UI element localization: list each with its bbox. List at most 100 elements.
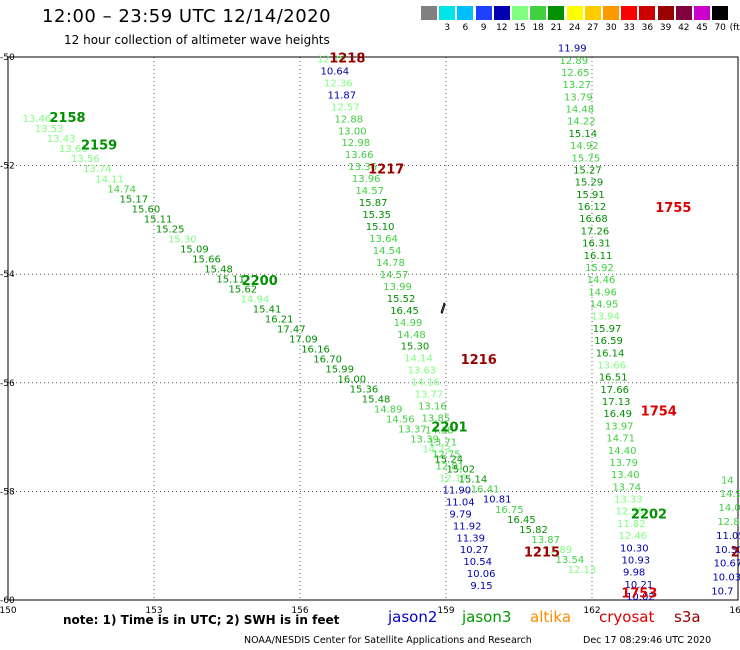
pass-time-label: 2158 — [49, 111, 85, 126]
scale-swatch — [439, 6, 456, 20]
wave-height-value: 15.48 — [362, 395, 391, 406]
credit-line: NOAA/NESDIS Center for Satellite Applica… — [244, 635, 532, 646]
scale-swatch — [421, 6, 437, 20]
wave-height-value: 13.16 — [418, 402, 447, 413]
wave-height-value: 13.27 — [562, 80, 591, 91]
wave-height-value: 14.54 — [373, 246, 402, 257]
wave-height-value: 10.02 — [626, 592, 655, 603]
wave-height-value: 11.04 — [446, 497, 475, 508]
scale-swatch — [566, 6, 583, 20]
wave-height-value: 13.63 — [408, 366, 437, 377]
wave-height-value: 14.38 — [425, 426, 454, 437]
wave-height-value: 10.03 — [712, 573, 740, 584]
wave-height-value: 13.79 — [564, 92, 593, 103]
scale-swatch — [530, 6, 547, 20]
scale-label: 12 — [496, 23, 508, 33]
lat-tick-label: -50 — [0, 53, 15, 63]
scale-swatch — [512, 6, 528, 20]
wave-height-value: 15.87 — [359, 198, 388, 209]
wave-height-value: 12.98 — [341, 138, 370, 149]
wave-height-value: 15.25 — [156, 224, 185, 235]
pass-time-label: 2201 — [431, 421, 467, 436]
wave-height-value: 13.74 — [83, 164, 112, 175]
wave-height-value: 15.14 — [459, 475, 488, 486]
wave-height-value: 16.12 — [578, 202, 607, 213]
wave-height-value: 17.66 — [600, 385, 629, 396]
map-subtitle: 12 hour collection of altimeter wave hei… — [64, 33, 330, 47]
wave-height-value: 12.17 — [439, 473, 468, 484]
wave-height-value: 13.89 — [543, 545, 572, 556]
wave-height-value: 12.57 — [331, 102, 360, 113]
wave-height-value: 15.75 — [572, 153, 601, 164]
pass-time-label: 1754 — [641, 404, 677, 419]
wave-height-value: 10.54 — [463, 557, 492, 568]
wave-height-value: 15.27 — [573, 165, 602, 176]
pass-time-label: 2200 — [242, 274, 278, 289]
scale-label: 30 — [605, 23, 617, 33]
wave-height-value: 15.92 — [585, 263, 614, 274]
scale-swatch — [548, 6, 565, 20]
scale-label: 70 — [714, 23, 726, 33]
wave-height-value: 15.66 — [192, 254, 221, 265]
scale-label: 9 — [480, 23, 487, 33]
scale-label: 21 — [550, 23, 563, 33]
scale-label: 15 — [514, 23, 526, 33]
pass-time-label: 1755 — [655, 201, 691, 216]
wave-height-value: 12.36 — [324, 78, 353, 89]
scale-swatch — [475, 6, 492, 20]
lon-tick-label: 162 — [583, 606, 600, 616]
wave-height-value: 10.81 — [483, 495, 512, 506]
wave-height-value: 16.49 — [603, 409, 632, 420]
wave-height-value: 13.39 — [410, 435, 439, 446]
wave-height-value: 14.46 — [587, 275, 616, 286]
wave-height-value: 14.03 — [719, 503, 740, 514]
scale-swatch — [694, 6, 710, 20]
wave-height-value: 15.99 — [325, 365, 354, 376]
wave-height-value: 11.87 — [327, 90, 356, 101]
wave-height-value: 14.40 — [608, 446, 637, 457]
wave-height-value: 12.55 — [615, 507, 644, 518]
wave-height-value: 16.00 — [338, 375, 367, 386]
scale-label: 42 — [678, 23, 690, 33]
wave-height-value: 10.30 — [715, 545, 740, 556]
wave-height-value: 13.33 — [614, 495, 643, 506]
wave-height-value: 13.53 — [35, 124, 64, 135]
scale-label: 24 — [568, 23, 581, 33]
wave-height-value: 14.99 — [394, 318, 423, 329]
wave-height-value: 15.82 — [519, 525, 548, 536]
wave-height-value: 11.99 — [558, 44, 587, 55]
scale-unit: (ft) — [729, 23, 740, 33]
wave-height-value: 15.30 — [401, 342, 430, 353]
wave-height-value: 12.80 — [717, 517, 740, 528]
wave-height-value: 11.82 — [617, 519, 646, 530]
scale-label: 36 — [641, 23, 654, 33]
wave-height-value: 17.09 — [289, 334, 318, 345]
lat-tick-label: -54 — [0, 270, 15, 280]
pass-time-label: 1217 — [368, 163, 404, 178]
wave-height-value: 15.17 — [120, 194, 149, 205]
wave-height-value: 13.71 — [429, 437, 458, 448]
lon-tick-label: 165 — [729, 606, 740, 616]
wave-height-value: 14.56 — [386, 415, 415, 426]
wave-height-value: 16.68 — [579, 214, 608, 225]
wave-height-value: 10.30 — [620, 543, 649, 554]
scale-swatch — [621, 6, 638, 20]
wave-height-value: 13.77 — [415, 390, 444, 401]
scale-label: 27 — [587, 23, 599, 33]
wave-height-value: 11.92 — [453, 521, 482, 532]
wave-height-value: 13.43 — [47, 134, 76, 145]
wave-height-value: 14.71 — [606, 434, 635, 445]
wave-height-value: 14.57 — [355, 186, 384, 197]
wave-height-value: 13.97 — [605, 421, 634, 432]
wave-height-value: 10.21 — [625, 580, 654, 591]
wave-height-value: 12.81 — [435, 461, 464, 472]
wave-height-value: 14.16 — [411, 378, 440, 389]
scale-label: 6 — [462, 23, 469, 33]
map-frame — [7, 56, 739, 601]
wave-height-value: 10.7 — [711, 587, 733, 598]
lat-tick-label: -60 — [0, 596, 15, 606]
wave-height-value: 13.54 — [556, 555, 585, 566]
wave-height-value: 16.51 — [599, 373, 628, 384]
wave-height-value: 10.27 — [460, 545, 489, 556]
wave-height-value: 16.70 — [313, 355, 342, 366]
